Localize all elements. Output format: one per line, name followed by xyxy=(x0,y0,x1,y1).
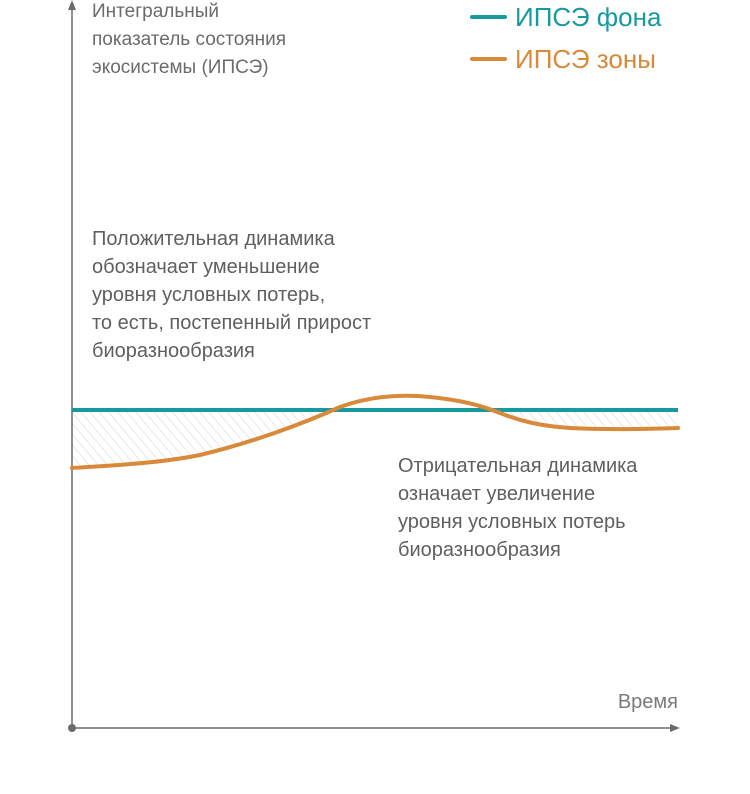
legend-item-background: ИПСЭ фона xyxy=(470,0,661,38)
y-axis-arrow xyxy=(68,0,76,10)
positive-dynamics-note: Положительная динамика обозначает уменьш… xyxy=(92,228,372,362)
x-axis-label: Время xyxy=(617,691,678,713)
legend-label-background: ИПСЭ фона xyxy=(515,2,662,32)
legend-item-zone: ИПСЭ зоны xyxy=(470,38,661,80)
negative-dynamics-area-right xyxy=(490,410,678,430)
legend-swatch-background xyxy=(470,15,507,19)
zone-ipse-curve xyxy=(70,393,680,470)
legend-swatch-zone xyxy=(470,57,507,61)
legend-label-zone: ИПСЭ зоны xyxy=(515,44,656,74)
axis-origin xyxy=(68,724,76,732)
negative-dynamics-note: Отрицательная динамика означает увеличен… xyxy=(398,455,638,561)
x-axis-arrow xyxy=(670,724,680,732)
negative-dynamics-area xyxy=(72,410,330,468)
legend: ИПСЭ фона ИПСЭ зоны xyxy=(470,0,661,80)
y-axis-label: Интегральный показатель состояния экосис… xyxy=(92,1,287,78)
